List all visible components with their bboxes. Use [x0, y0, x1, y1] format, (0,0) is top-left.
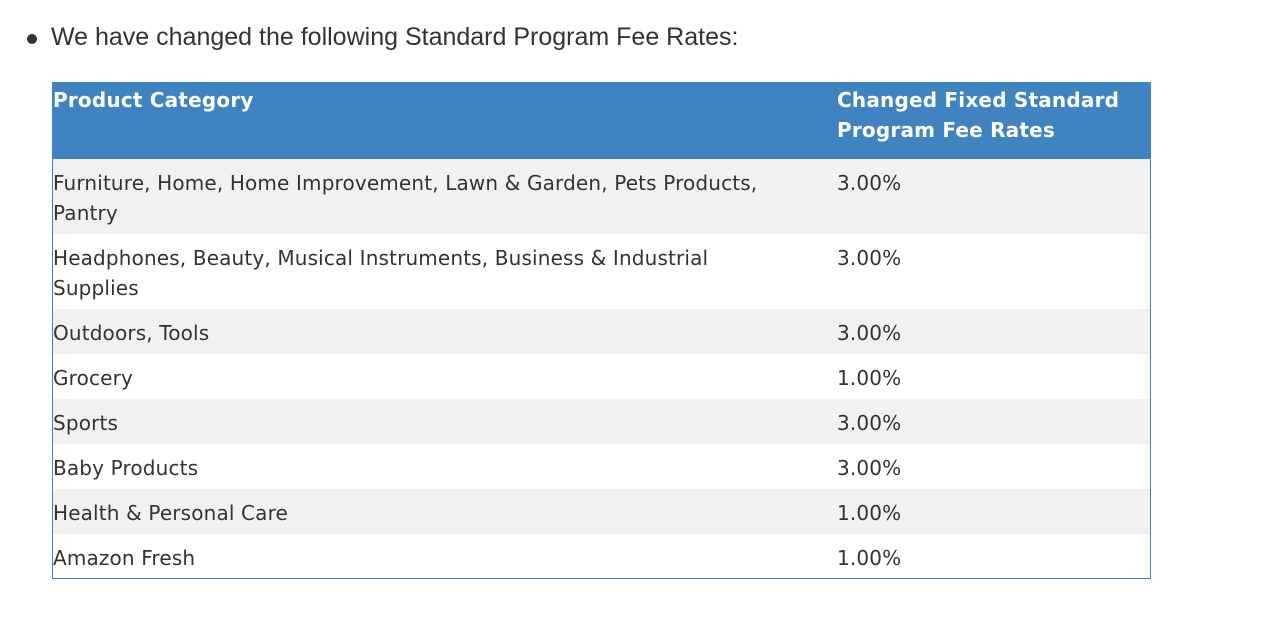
intro-text: We have changed the following Standard P… — [51, 23, 739, 51]
rate-cell: 3.00% — [837, 410, 902, 435]
intro-list-item: We have changed the following Standard P… — [0, 18, 738, 56]
bullet-icon — [27, 34, 37, 44]
category-cell: Amazon Fresh — [53, 545, 196, 570]
table-header: Product Category Changed Fixed Standard … — [52, 82, 1151, 159]
table-row: Baby Products 3.00% — [52, 443, 1151, 489]
rate-cell: 3.00% — [837, 320, 902, 345]
rate-cell: 3.00% — [837, 170, 902, 195]
category-cell: Grocery — [53, 365, 133, 390]
table-row: Sports 3.00% — [52, 398, 1151, 444]
rate-cell: 1.00% — [837, 500, 902, 525]
category-cell: Outdoors, Tools — [53, 320, 210, 345]
category-cell: Sports — [53, 410, 119, 435]
category-cell: Health & Personal Care — [53, 500, 288, 525]
rate-cell: 3.00% — [837, 455, 902, 480]
rate-cell: 1.00% — [837, 545, 902, 570]
table-row: Furniture, Home, Home Improvement, Lawn … — [52, 158, 1151, 234]
header-fee-rate: Changed Fixed Standard Program Fee Rates — [837, 88, 1120, 142]
intro-list: We have changed the following Standard P… — [0, 18, 738, 56]
table-row: Outdoors, Tools 3.00% — [52, 308, 1151, 354]
category-cell: Headphones, Beauty, Musical Instruments,… — [53, 245, 709, 300]
table-header-row: Product Category Changed Fixed Standard … — [52, 82, 1151, 159]
category-cell: Furniture, Home, Home Improvement, Lawn … — [53, 170, 758, 225]
header-product-category: Product Category — [53, 88, 254, 112]
table-body: Furniture, Home, Home Improvement, Lawn … — [52, 158, 1151, 579]
rate-cell: 3.00% — [837, 245, 902, 270]
table-row: Grocery 1.00% — [52, 353, 1151, 399]
table-row: Headphones, Beauty, Musical Instruments,… — [52, 233, 1151, 309]
table-row: Amazon Fresh 1.00% — [52, 533, 1151, 579]
fee-rates-table: Product Category Changed Fixed Standard … — [52, 82, 1151, 579]
rate-cell: 1.00% — [837, 365, 902, 390]
table-row: Health & Personal Care 1.00% — [52, 488, 1151, 534]
category-cell: Baby Products — [53, 455, 199, 480]
